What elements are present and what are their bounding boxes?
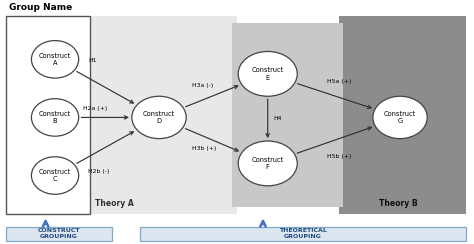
Text: H1: H1 xyxy=(88,58,97,63)
Text: CONSTRUCT
GROUPING: CONSTRUCT GROUPING xyxy=(38,228,80,239)
Ellipse shape xyxy=(238,51,297,96)
Text: H3b (+): H3b (+) xyxy=(192,146,217,151)
Text: Construct
C: Construct C xyxy=(39,169,71,182)
Ellipse shape xyxy=(31,99,79,136)
Text: Construct
D: Construct D xyxy=(143,111,175,124)
Text: H5b (+): H5b (+) xyxy=(327,154,351,159)
Text: H4: H4 xyxy=(274,116,282,121)
Text: Theory A: Theory A xyxy=(95,199,134,208)
Text: Group Name: Group Name xyxy=(9,3,72,12)
Text: THEORETICAL
GROUPING: THEORETICAL GROUPING xyxy=(279,228,327,239)
Ellipse shape xyxy=(31,41,79,78)
Text: Construct
B: Construct B xyxy=(39,111,71,124)
Text: Construct
G: Construct G xyxy=(384,111,416,124)
Bar xyxy=(6,227,112,241)
Text: Construct
A: Construct A xyxy=(39,53,71,66)
Ellipse shape xyxy=(373,96,427,139)
Ellipse shape xyxy=(132,96,186,139)
Ellipse shape xyxy=(238,141,297,186)
Bar xyxy=(88,16,237,214)
Bar xyxy=(338,16,466,214)
Bar xyxy=(140,227,466,241)
Bar xyxy=(232,23,343,207)
Text: H2b (-): H2b (-) xyxy=(88,169,109,174)
Text: H3a (-): H3a (-) xyxy=(192,83,213,89)
Text: Construct
F: Construct F xyxy=(252,157,284,170)
Text: Theory B: Theory B xyxy=(379,199,418,208)
Ellipse shape xyxy=(31,157,79,194)
Text: H2a (+): H2a (+) xyxy=(83,106,108,112)
Bar xyxy=(6,16,91,214)
Text: H5a (+): H5a (+) xyxy=(327,79,351,84)
Text: Construct
E: Construct E xyxy=(252,67,284,81)
